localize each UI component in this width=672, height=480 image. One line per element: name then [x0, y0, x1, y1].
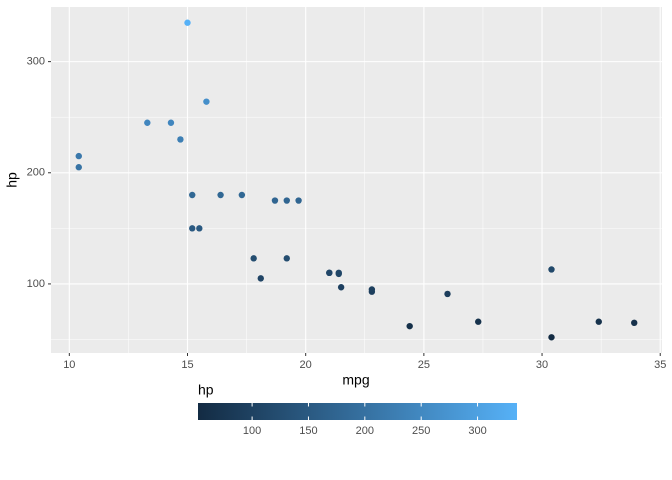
point — [295, 197, 302, 204]
point — [326, 269, 333, 277]
y-tick-label: 100 — [27, 278, 45, 290]
point — [75, 164, 82, 171]
point — [184, 19, 191, 26]
panel — [51, 7, 662, 353]
point — [250, 255, 257, 262]
legend-tick-label: 100 — [243, 425, 261, 437]
x-tick-label: 35 — [654, 359, 666, 371]
x-axis-label: mpg — [342, 372, 369, 388]
point — [475, 318, 482, 325]
point — [271, 197, 279, 204]
x-tick-label: 10 — [63, 359, 75, 371]
point — [257, 275, 264, 282]
legend-tick-label: 300 — [468, 425, 486, 437]
legend-tick-label: 200 — [356, 425, 374, 437]
x-tick-label: 20 — [300, 359, 312, 371]
x-tick-label: 15 — [181, 359, 193, 371]
point — [406, 322, 413, 330]
point — [196, 225, 203, 232]
point — [177, 136, 184, 143]
point — [75, 152, 82, 160]
x-tick-label: 25 — [418, 359, 430, 371]
legend-title: hp — [198, 382, 214, 398]
y-tick-label: 300 — [27, 56, 45, 68]
legend-tick-label: 250 — [412, 425, 430, 437]
point — [444, 290, 451, 298]
point — [337, 284, 345, 291]
colorbar — [198, 403, 517, 420]
y-axis-label: hp — [4, 172, 20, 188]
point — [368, 286, 376, 293]
point — [203, 98, 210, 105]
legend-tick-label: 150 — [299, 425, 317, 437]
point — [144, 119, 151, 126]
point — [189, 191, 196, 199]
x-tick-label: 30 — [536, 359, 548, 371]
point — [548, 334, 555, 341]
point — [595, 318, 602, 325]
point — [631, 319, 638, 327]
y-tick-label: 200 — [27, 167, 45, 179]
point — [283, 197, 290, 204]
point — [283, 255, 290, 262]
point — [548, 266, 555, 273]
point — [217, 191, 224, 199]
point — [238, 191, 246, 199]
point — [167, 119, 175, 126]
point — [189, 225, 196, 232]
point — [335, 270, 342, 278]
